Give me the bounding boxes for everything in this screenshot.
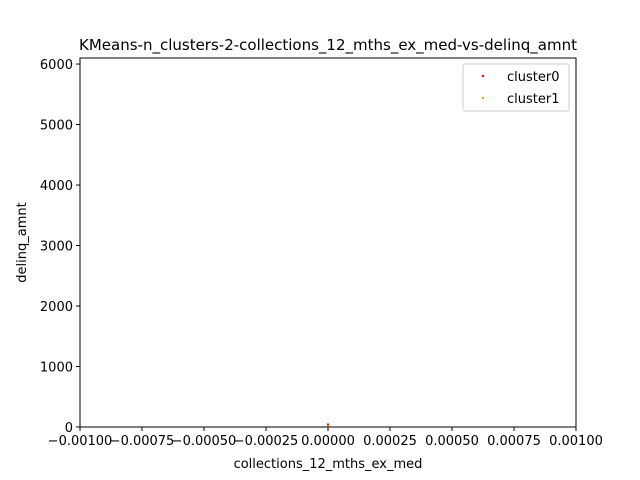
- x-tick-label: −0.00075: [110, 434, 175, 449]
- y-axis-title: delinq_amnt: [15, 202, 30, 282]
- x-tick-label: 0.00100: [549, 434, 603, 449]
- legend-box: [462, 63, 570, 112]
- legend-label: cluster0: [507, 70, 559, 85]
- y-axis-ticks: 0 1000 2000 3000 4000 5000 6000: [40, 58, 80, 436]
- x-axis-title: collections_12_mths_ex_med: [234, 457, 423, 472]
- y-tick-label: 2000: [40, 300, 73, 315]
- y-tick-label: 1000: [40, 361, 73, 376]
- y-tick-label: 3000: [40, 240, 73, 255]
- chart-title: KMeans-n_clusters-2-collections_12_mths_…: [79, 36, 577, 55]
- y-tick-label: 5000: [40, 119, 73, 134]
- x-axis-ticks: −0.00100−0.00075−0.00050−0.00025 0.00000 0…: [48, 427, 603, 449]
- x-tick-label: −0.00025: [234, 434, 299, 449]
- y-tick-label: 4000: [40, 179, 73, 194]
- y-tick-label: 0: [65, 421, 73, 436]
- x-tick-label: 0.00075: [487, 434, 541, 449]
- legend-label: cluster1: [507, 92, 559, 107]
- x-tick-label: 0.00025: [363, 434, 417, 449]
- plot-area-frame: [79, 57, 577, 428]
- x-tick-label: 0.00050: [425, 434, 479, 449]
- x-tick-label: −0.00050: [172, 434, 237, 449]
- legend-marker-cluster1: [481, 96, 485, 100]
- y-tick-label: 6000: [40, 58, 73, 73]
- x-tick-label: 0.00000: [301, 434, 355, 449]
- legend: cluster0 cluster1: [462, 63, 570, 112]
- x-tick-label: −0.00100: [48, 434, 113, 449]
- cluster0-point: [327, 423, 329, 426]
- legend-marker-cluster0: [481, 74, 485, 78]
